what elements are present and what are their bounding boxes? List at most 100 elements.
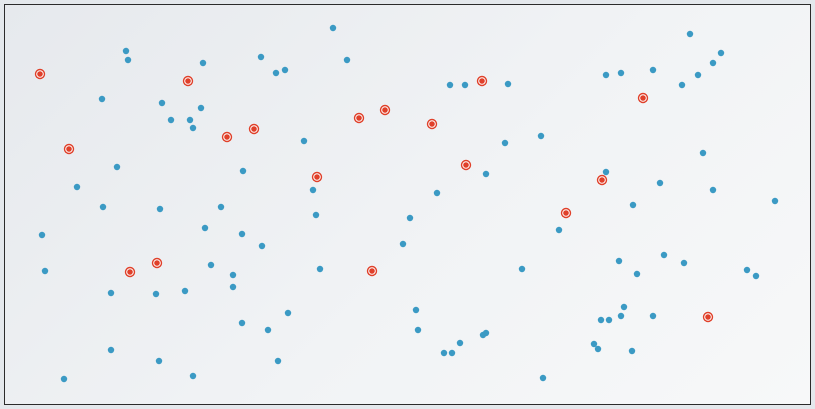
blue-dot-icon[interactable] — [633, 270, 641, 278]
blue-dot-icon[interactable] — [686, 30, 694, 38]
red-target-icon[interactable] — [702, 311, 714, 323]
blue-dot-icon[interactable] — [504, 80, 512, 88]
red-target-icon[interactable] — [182, 75, 194, 87]
blue-dot-icon[interactable] — [590, 340, 598, 348]
blue-dot-icon[interactable] — [620, 303, 628, 311]
blue-dot-icon[interactable] — [239, 167, 247, 175]
blue-dot-icon[interactable] — [167, 116, 175, 124]
red-target-icon[interactable] — [151, 257, 163, 269]
dot-field[interactable] — [5, 5, 810, 404]
blue-dot-icon[interactable] — [412, 306, 420, 314]
red-target-icon[interactable] — [124, 266, 136, 278]
blue-dot-icon[interactable] — [155, 357, 163, 365]
blue-dot-icon[interactable] — [189, 124, 197, 132]
blue-dot-icon[interactable] — [752, 272, 760, 280]
blue-dot-icon[interactable] — [440, 349, 448, 357]
blue-dot-icon[interactable] — [156, 205, 164, 213]
red-target-icon[interactable] — [379, 104, 391, 116]
blue-dot-icon[interactable] — [107, 289, 115, 297]
blue-dot-icon[interactable] — [771, 197, 779, 205]
blue-dot-icon[interactable] — [649, 312, 657, 320]
blue-dot-icon[interactable] — [197, 104, 205, 112]
blue-dot-icon[interactable] — [238, 230, 246, 238]
red-target-icon[interactable] — [560, 207, 572, 219]
red-target-icon[interactable] — [426, 118, 438, 130]
blue-dot-icon[interactable] — [446, 81, 454, 89]
red-target-icon[interactable] — [248, 123, 260, 135]
blue-dot-icon[interactable] — [199, 59, 207, 67]
blue-dot-icon[interactable] — [537, 132, 545, 140]
blue-dot-icon[interactable] — [38, 231, 46, 239]
blue-dot-icon[interactable] — [207, 261, 215, 269]
blue-dot-icon[interactable] — [399, 240, 407, 248]
blue-dot-icon[interactable] — [284, 309, 292, 317]
blue-dot-icon[interactable] — [518, 265, 526, 273]
red-target-icon[interactable] — [34, 68, 46, 80]
blue-dot-icon[interactable] — [414, 326, 422, 334]
blue-dot-icon[interactable] — [272, 69, 280, 77]
red-target-icon[interactable] — [63, 143, 75, 155]
blue-dot-icon[interactable] — [158, 99, 166, 107]
blue-dot-icon[interactable] — [258, 242, 266, 250]
blue-dot-icon[interactable] — [124, 56, 132, 64]
blue-dot-icon[interactable] — [238, 319, 246, 327]
blue-dot-icon[interactable] — [406, 214, 414, 222]
red-target-icon[interactable] — [353, 112, 365, 124]
blue-dot-icon[interactable] — [343, 56, 351, 64]
blue-dot-icon[interactable] — [597, 316, 605, 324]
blue-dot-icon[interactable] — [281, 66, 289, 74]
blue-dot-icon[interactable] — [656, 179, 664, 187]
blue-dot-icon[interactable] — [660, 251, 668, 259]
blue-dot-icon[interactable] — [312, 211, 320, 219]
blue-dot-icon[interactable] — [628, 347, 636, 355]
blue-dot-icon[interactable] — [717, 49, 725, 57]
blue-dot-icon[interactable] — [501, 139, 509, 147]
blue-dot-icon[interactable] — [41, 267, 49, 275]
blue-dot-icon[interactable] — [316, 265, 324, 273]
blue-dot-icon[interactable] — [309, 186, 317, 194]
blue-dot-icon[interactable] — [617, 69, 625, 77]
blue-dot-icon[interactable] — [594, 345, 602, 353]
blue-dot-icon[interactable] — [98, 95, 106, 103]
blue-dot-icon[interactable] — [461, 81, 469, 89]
blue-dot-icon[interactable] — [107, 346, 115, 354]
red-target-icon[interactable] — [476, 75, 488, 87]
blue-dot-icon[interactable] — [709, 186, 717, 194]
blue-dot-icon[interactable] — [678, 81, 686, 89]
red-target-icon[interactable] — [311, 171, 323, 183]
blue-dot-icon[interactable] — [264, 326, 272, 334]
blue-dot-icon[interactable] — [152, 290, 160, 298]
blue-dot-icon[interactable] — [456, 339, 464, 347]
blue-dot-icon[interactable] — [229, 283, 237, 291]
blue-dot-icon[interactable] — [602, 168, 610, 176]
blue-dot-icon[interactable] — [629, 201, 637, 209]
blue-dot-icon[interactable] — [448, 349, 456, 357]
blue-dot-icon[interactable] — [189, 372, 197, 380]
blue-dot-icon[interactable] — [605, 316, 613, 324]
blue-dot-icon[interactable] — [433, 189, 441, 197]
blue-dot-icon[interactable] — [329, 24, 337, 32]
blue-dot-icon[interactable] — [694, 71, 702, 79]
game-board[interactable] — [4, 4, 811, 405]
blue-dot-icon[interactable] — [229, 271, 237, 279]
blue-dot-icon[interactable] — [274, 357, 282, 365]
blue-dot-icon[interactable] — [699, 149, 707, 157]
blue-dot-icon[interactable] — [602, 71, 610, 79]
red-target-icon[interactable] — [221, 131, 233, 143]
blue-dot-icon[interactable] — [482, 329, 490, 337]
blue-dot-icon[interactable] — [300, 137, 308, 145]
blue-dot-icon[interactable] — [539, 374, 547, 382]
blue-dot-icon[interactable] — [73, 183, 81, 191]
blue-dot-icon[interactable] — [60, 375, 68, 383]
blue-dot-icon[interactable] — [617, 312, 625, 320]
blue-dot-icon[interactable] — [555, 226, 563, 234]
blue-dot-icon[interactable] — [482, 170, 490, 178]
red-target-icon[interactable] — [637, 92, 649, 104]
blue-dot-icon[interactable] — [122, 47, 130, 55]
blue-dot-icon[interactable] — [709, 59, 717, 67]
blue-dot-icon[interactable] — [743, 266, 751, 274]
red-target-icon[interactable] — [366, 265, 378, 277]
blue-dot-icon[interactable] — [113, 163, 121, 171]
blue-dot-icon[interactable] — [186, 116, 194, 124]
blue-dot-icon[interactable] — [649, 66, 657, 74]
